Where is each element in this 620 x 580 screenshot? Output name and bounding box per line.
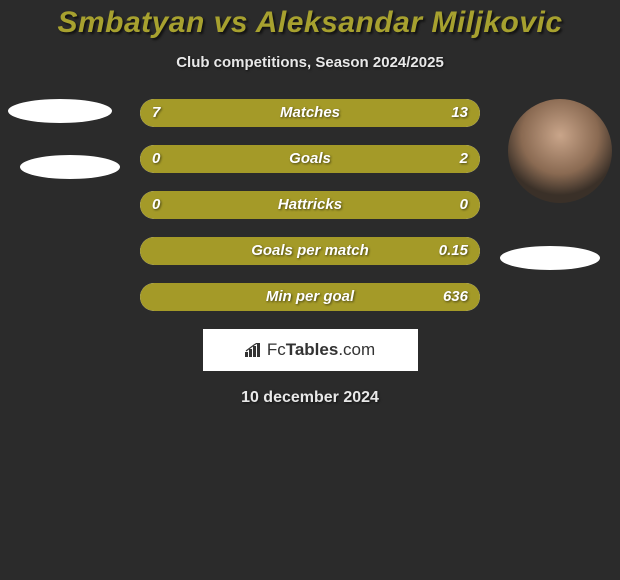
player1-avatar: [8, 99, 112, 123]
snapshot-date: 10 december 2024: [0, 389, 620, 407]
bar-chart-icon: [245, 343, 263, 357]
logo-fc: Fc: [267, 340, 286, 359]
competition-subtitle: Club competitions, Season 2024/2025: [0, 54, 620, 71]
fctables-logo[interactable]: FcTables.com: [203, 329, 418, 371]
logo-com: .com: [338, 340, 375, 359]
stat-label: Hattricks: [140, 191, 480, 219]
stat-row: 0Goals2: [140, 145, 480, 173]
stat-value-right: 636: [443, 283, 468, 311]
stat-row: Min per goal636: [140, 283, 480, 311]
stat-label: Min per goal: [140, 283, 480, 311]
stat-label: Goals per match: [140, 237, 480, 265]
comparison-title: Smbatyan vs Aleksandar Miljkovic: [0, 6, 620, 40]
stat-row: Goals per match0.15: [140, 237, 480, 265]
stats-bars-container: 7Matches130Goals20Hattricks0Goals per ma…: [140, 99, 480, 311]
stat-value-right: 13: [451, 99, 468, 127]
player2-avatar: [508, 99, 612, 203]
stat-value-right: 0: [460, 191, 468, 219]
stat-label: Goals: [140, 145, 480, 173]
player1-team-badge: [20, 155, 120, 179]
stat-row: 7Matches13: [140, 99, 480, 127]
player2-team-badge: [500, 246, 600, 270]
stat-value-right: 0.15: [439, 237, 468, 265]
stat-value-right: 2: [460, 145, 468, 173]
logo-tables: Tables: [286, 340, 339, 359]
stat-row: 0Hattricks0: [140, 191, 480, 219]
stat-label: Matches: [140, 99, 480, 127]
